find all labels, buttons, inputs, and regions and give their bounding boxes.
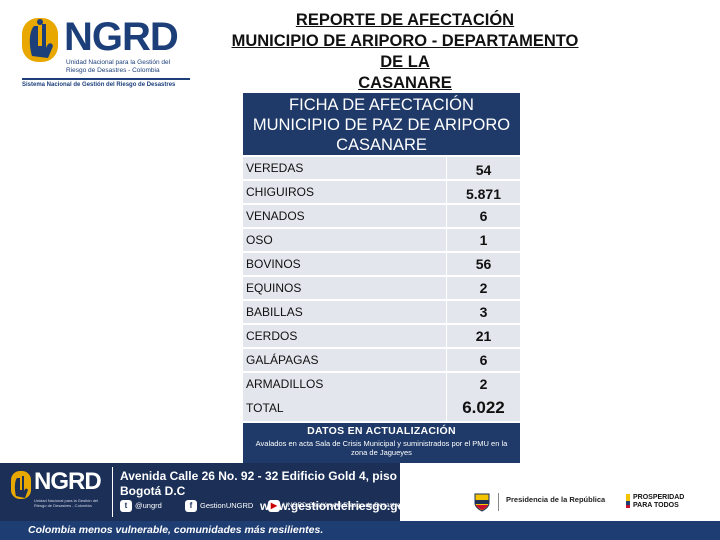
table-row: VEREDAS 54 xyxy=(243,157,520,179)
prosperidad-line-2: PARA TODOS xyxy=(633,502,679,509)
presidency-divider xyxy=(498,493,499,511)
update-notice: DATOS EN ACTUALIZACIÓN Avalados en acta … xyxy=(243,423,520,463)
card-header-line-1: FICHA DE AFECTACIÓN xyxy=(289,96,474,114)
ngrd-emblem-icon xyxy=(11,471,31,499)
slogan-strip: Colombia menos vulnerable, comunidades m… xyxy=(0,521,720,540)
row-value: 6 xyxy=(447,349,520,371)
table-row: OSO 1 xyxy=(243,229,520,251)
row-label: EQUINOS xyxy=(243,277,446,299)
row-value: 1 xyxy=(447,229,520,251)
row-label: GALÁPAGAS xyxy=(243,349,446,371)
row-value: 56 xyxy=(447,253,520,275)
card-header: FICHA DE AFECTACIÓN MUNICIPIO DE PAZ DE … xyxy=(243,93,520,155)
table-row: BABILLAS 3 xyxy=(243,301,520,323)
table-row: EQUINOS 2 xyxy=(243,277,520,299)
update-text: Avalados en acta Sala de Crisis Municipa… xyxy=(255,439,508,457)
social-label: UNGRD Gestión del Riesgo de Desastres xyxy=(283,502,404,509)
row-label: VEREDAS xyxy=(243,157,446,179)
table-row: GALÁPAGAS 6 xyxy=(243,349,520,371)
prosperidad-text: PROSPERIDAD PARA TODOS xyxy=(633,494,684,510)
social-label: @ungrd xyxy=(135,501,162,510)
row-label: OSO xyxy=(243,229,446,251)
table-row: ARMADILLOS 2 xyxy=(243,373,520,395)
slogan-text: Colombia menos vulnerable, comunidades m… xyxy=(28,524,324,536)
prosperidad-line-1: PROSPERIDAD xyxy=(633,494,685,501)
total-label: TOTAL xyxy=(243,395,446,421)
table-row: CERDOS 21 xyxy=(243,325,520,347)
table-row: BOVINOS 56 xyxy=(243,253,520,275)
footer-logo-subtitle: Unidad Nacional para la Gestión del Ries… xyxy=(34,498,99,508)
row-value: 3 xyxy=(447,301,520,323)
row-value: 21 xyxy=(447,325,520,347)
row-label: BABILLAS xyxy=(243,301,446,323)
logo-divider xyxy=(22,78,190,80)
footer-website-link[interactable]: www.gestiondelriesgo.gov.co xyxy=(260,499,429,513)
report-title: REPORTE DE AFECTACIÓN MUNICIPIO DE ARIPO… xyxy=(220,10,590,94)
row-value: 54 xyxy=(447,157,520,179)
row-label: CHIGUIROS xyxy=(243,181,446,203)
logo-brand-text: NGRD xyxy=(64,15,179,59)
report-title-line-3: CASANARE xyxy=(358,74,452,92)
footer: NGRD Unidad Nacional para la Gestión del… xyxy=(0,463,720,540)
card-header-line-3: CASANARE xyxy=(336,136,427,154)
facebook-icon: f xyxy=(185,500,197,512)
footer-band: NGRD Unidad Nacional para la Gestión del… xyxy=(0,463,428,521)
footer-logo-text: NGRD xyxy=(34,468,102,495)
card-header-line-2: MUNICIPIO DE PAZ DE ARIPORO xyxy=(252,116,511,134)
table-row: CHIGUIROS 5.871 xyxy=(243,181,520,203)
report-title-line-1: REPORTE DE AFECTACIÓN xyxy=(295,11,515,29)
row-label: BOVINOS xyxy=(243,253,446,275)
row-value: 2 xyxy=(447,373,520,395)
presidency-text: Presidencia de la República xyxy=(506,495,606,504)
footer-address: Avenida Calle 26 No. 92 - 32 Edificio Go… xyxy=(120,469,411,498)
flag-stripes-icon xyxy=(626,494,630,508)
affectation-card: FICHA DE AFECTACIÓN MUNICIPIO DE PAZ DE … xyxy=(243,93,520,463)
total-value: 6.022 xyxy=(447,395,520,421)
row-value: 2 xyxy=(447,277,520,299)
row-label: CERDOS xyxy=(243,325,446,347)
footer-contact: Avenida Calle 26 No. 92 - 32 Edificio Go… xyxy=(120,469,428,514)
prosperidad-logo: PROSPERIDAD PARA TODOS xyxy=(626,491,696,513)
colombia-seal-icon xyxy=(474,493,490,512)
row-label: ARMADILLOS xyxy=(243,373,446,395)
twitter-icon: t xyxy=(120,500,132,512)
footer-ngrd-logo: NGRD Unidad Nacional para la Gestión del… xyxy=(10,468,110,518)
ngrd-logo: NGRD Unidad Nacional para la Gestión del… xyxy=(20,14,190,92)
youtube-icon: ▶ xyxy=(268,500,280,512)
presidency-logo: Presidencia de la República xyxy=(472,491,612,513)
report-title-line-2: MUNICIPIO DE ARIPORO - DEPARTAMENTO DE L… xyxy=(231,32,579,71)
total-row: TOTAL 6.022 xyxy=(243,395,520,421)
social-label: GestionUNGRD xyxy=(200,501,254,510)
logo-subtitle: Unidad Nacional para la Gestión del Ries… xyxy=(66,59,171,74)
update-title: DATOS EN ACTUALIZACIÓN xyxy=(307,425,456,437)
footer-divider xyxy=(112,467,113,517)
row-value: 6 xyxy=(447,205,520,227)
row-label: VENADOS xyxy=(243,205,446,227)
table-row: VENADOS 6 xyxy=(243,205,520,227)
row-value: 5.871 xyxy=(447,181,520,203)
logo-system-text: Sistema Nacional de Gestión del Riesgo d… xyxy=(22,82,176,88)
ngrd-emblem-icon xyxy=(22,18,58,62)
